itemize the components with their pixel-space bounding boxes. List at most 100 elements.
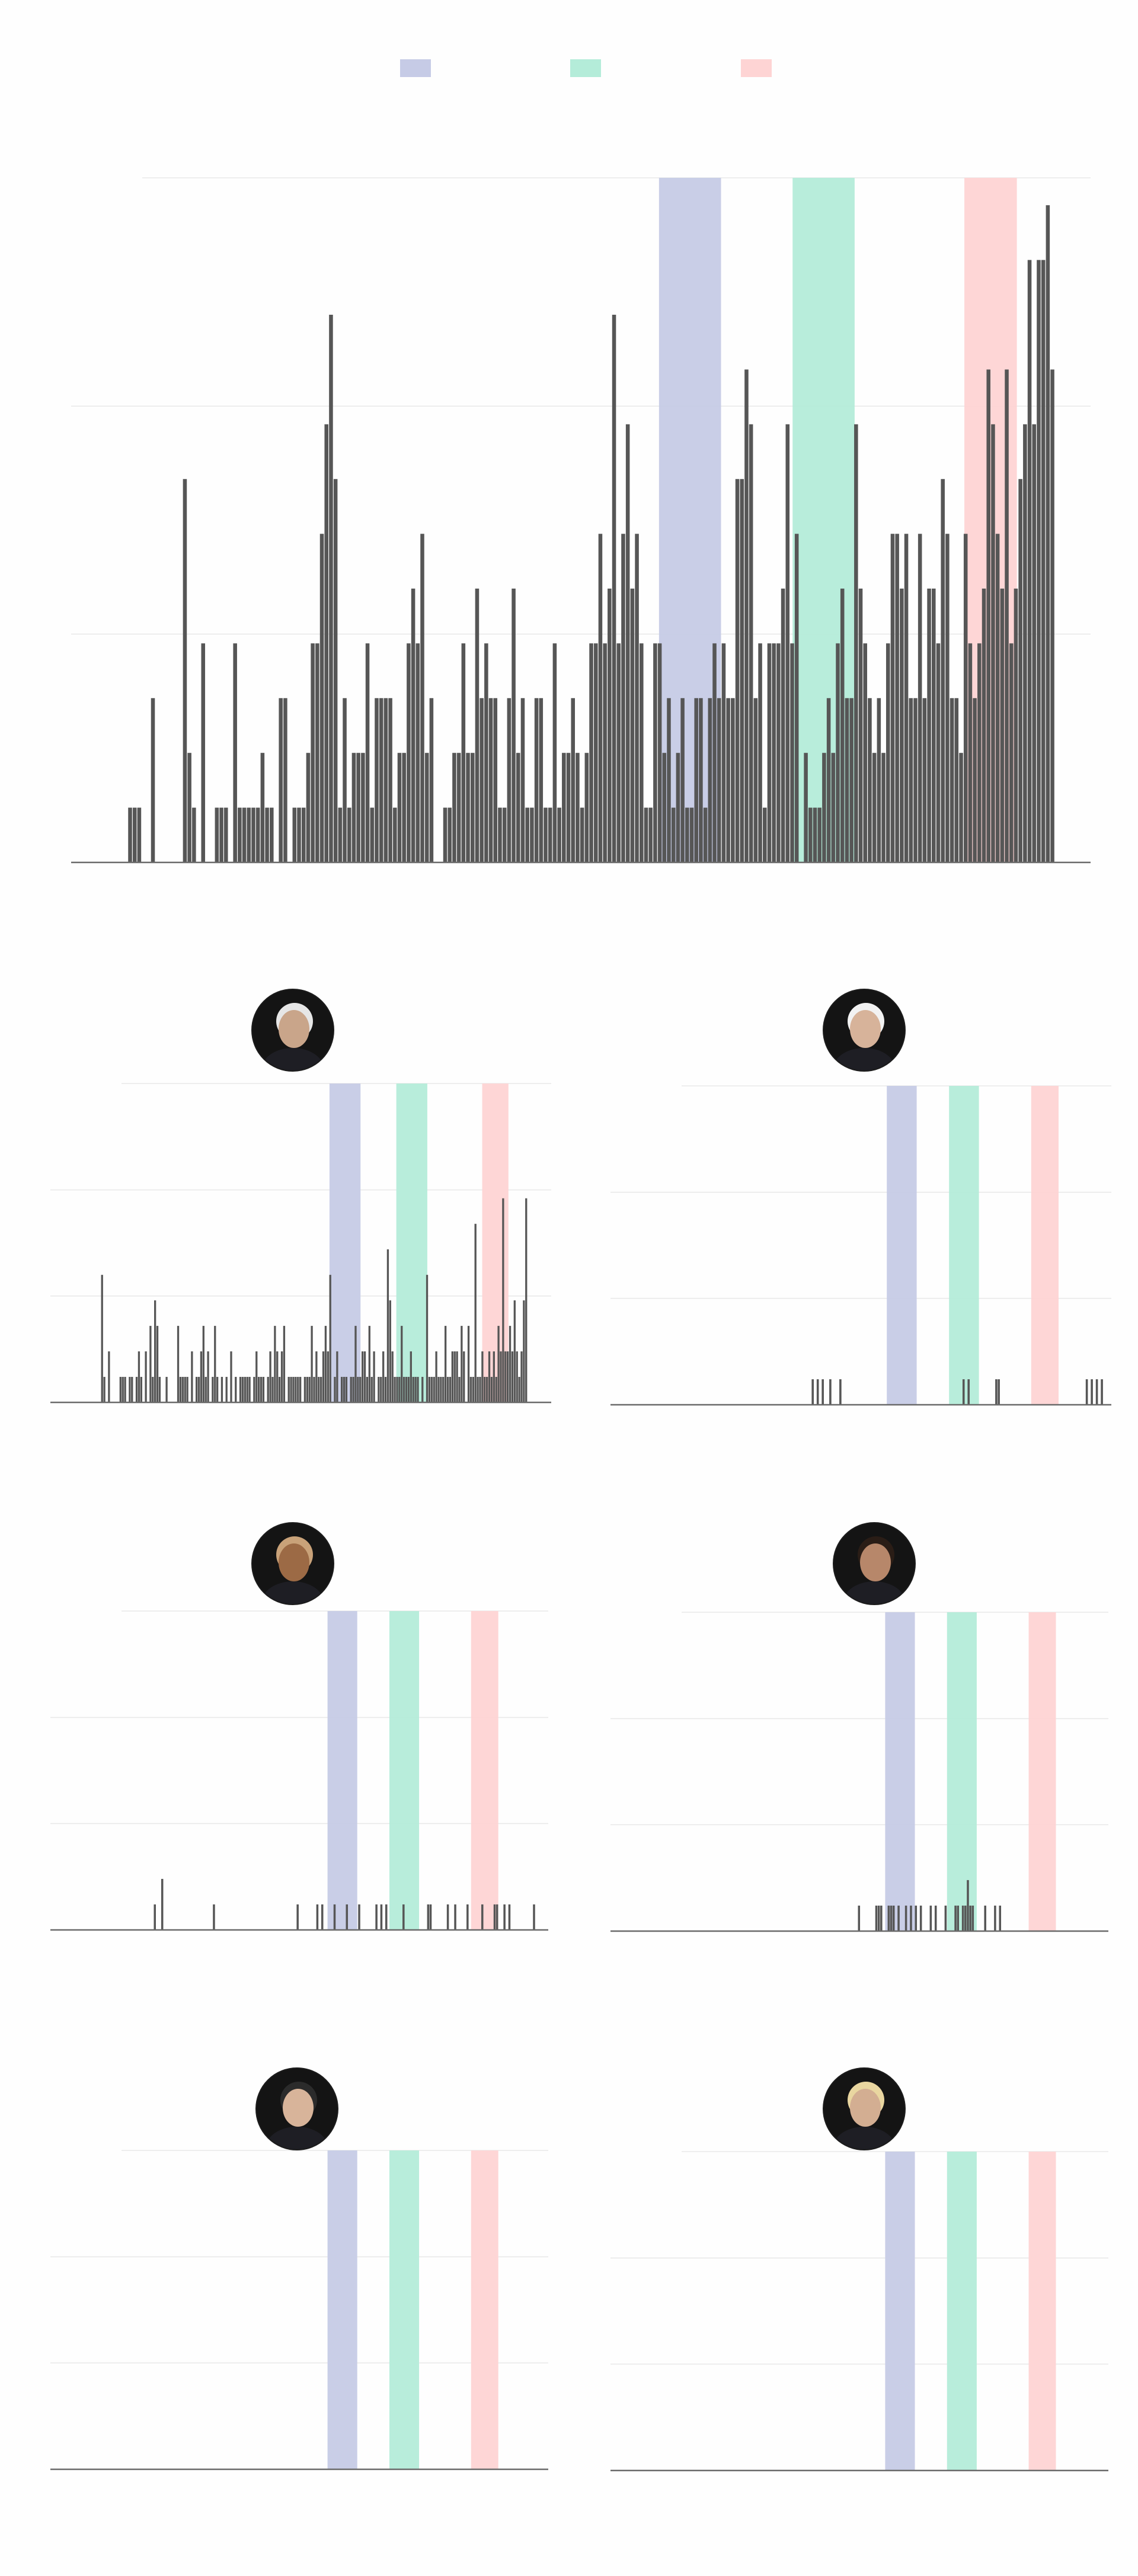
bar [417, 1376, 419, 1402]
avatar-6-shoulders [833, 2127, 895, 2149]
bar [927, 589, 931, 862]
bar [451, 1351, 453, 1402]
avatar-3-face [279, 1543, 309, 1581]
bar [149, 1325, 152, 1402]
bar [1018, 479, 1022, 862]
bar [351, 753, 356, 862]
bar [138, 1351, 140, 1402]
bar [241, 1376, 244, 1402]
bar [603, 643, 607, 862]
bar [1027, 260, 1032, 863]
bar [297, 807, 301, 862]
highlight-band-1 [885, 2152, 915, 2470]
bar [452, 753, 456, 862]
bar [472, 1376, 474, 1402]
bar [196, 1376, 198, 1402]
bar [290, 1376, 292, 1402]
bar [363, 1351, 366, 1402]
bar [279, 698, 283, 862]
bar [726, 698, 730, 862]
bar [900, 589, 904, 862]
bar [197, 1376, 200, 1402]
highlight-band-1 [887, 1086, 917, 1405]
bar [299, 1376, 302, 1402]
bar [1046, 205, 1050, 863]
bar [571, 698, 575, 862]
legend [0, 59, 1138, 107]
bar [161, 1878, 164, 1930]
legend-swatch-2 [570, 59, 601, 77]
highlight-band-3 [1028, 1612, 1056, 1931]
bar [1091, 1379, 1093, 1405]
bar [932, 589, 936, 862]
bar [306, 753, 311, 862]
bar [135, 1376, 138, 1402]
bar [306, 1376, 308, 1402]
bar [265, 807, 269, 862]
bar [375, 1904, 378, 1930]
bar [982, 589, 986, 862]
highlight-band-1 [327, 2150, 357, 2469]
bar [129, 1376, 131, 1402]
bar [469, 1376, 472, 1402]
bar [453, 1351, 456, 1402]
bar [412, 1376, 414, 1402]
bar [405, 1376, 408, 1402]
bar [446, 1904, 449, 1930]
bar [313, 1376, 315, 1402]
bar [977, 643, 982, 862]
bar [311, 643, 315, 862]
avatar-6-face [850, 2089, 881, 2127]
bar [223, 807, 228, 862]
bar [375, 698, 379, 862]
bar [255, 807, 260, 862]
bar [897, 1905, 900, 1931]
bar [919, 1905, 922, 1931]
bar [308, 1376, 311, 1402]
legend-swatch-1 [400, 59, 431, 77]
bar [484, 1376, 486, 1402]
highlight-band-2 [389, 2150, 420, 2469]
bar [238, 807, 242, 862]
bar [262, 1376, 265, 1402]
highlight-band-2 [947, 1612, 977, 1931]
bar [233, 643, 237, 862]
bar [350, 1376, 352, 1402]
bar [447, 807, 452, 862]
bar [699, 698, 703, 862]
bar [140, 1376, 142, 1402]
avatar-5-shoulders [266, 2127, 328, 2149]
bar [426, 1274, 429, 1402]
highlight-band-3 [1028, 2152, 1056, 2470]
bar [154, 1904, 156, 1930]
bar [357, 1376, 359, 1402]
bar [657, 643, 662, 862]
bar [945, 533, 950, 862]
bar [845, 698, 849, 862]
bar [386, 1249, 389, 1402]
bar [817, 807, 821, 862]
avatar-5 [255, 2067, 338, 2150]
bar [470, 753, 475, 862]
bar [333, 1904, 336, 1930]
bar [362, 1351, 364, 1402]
bar [271, 1376, 274, 1402]
bar [230, 1351, 232, 1402]
bar [410, 1351, 412, 1402]
bar [562, 753, 566, 862]
bar [1037, 260, 1041, 863]
bar [566, 753, 571, 862]
bar [346, 1904, 349, 1930]
bar [892, 1905, 895, 1931]
bar [753, 698, 758, 862]
bar [995, 1379, 998, 1405]
bar [762, 807, 767, 862]
bar [269, 1351, 271, 1402]
bar [530, 807, 534, 862]
bar [430, 1376, 433, 1402]
avatar-5-face [283, 2089, 314, 2127]
bar [502, 1198, 504, 1402]
bar [497, 1325, 500, 1402]
avatar-4-face [860, 1543, 891, 1581]
bar [708, 698, 712, 862]
